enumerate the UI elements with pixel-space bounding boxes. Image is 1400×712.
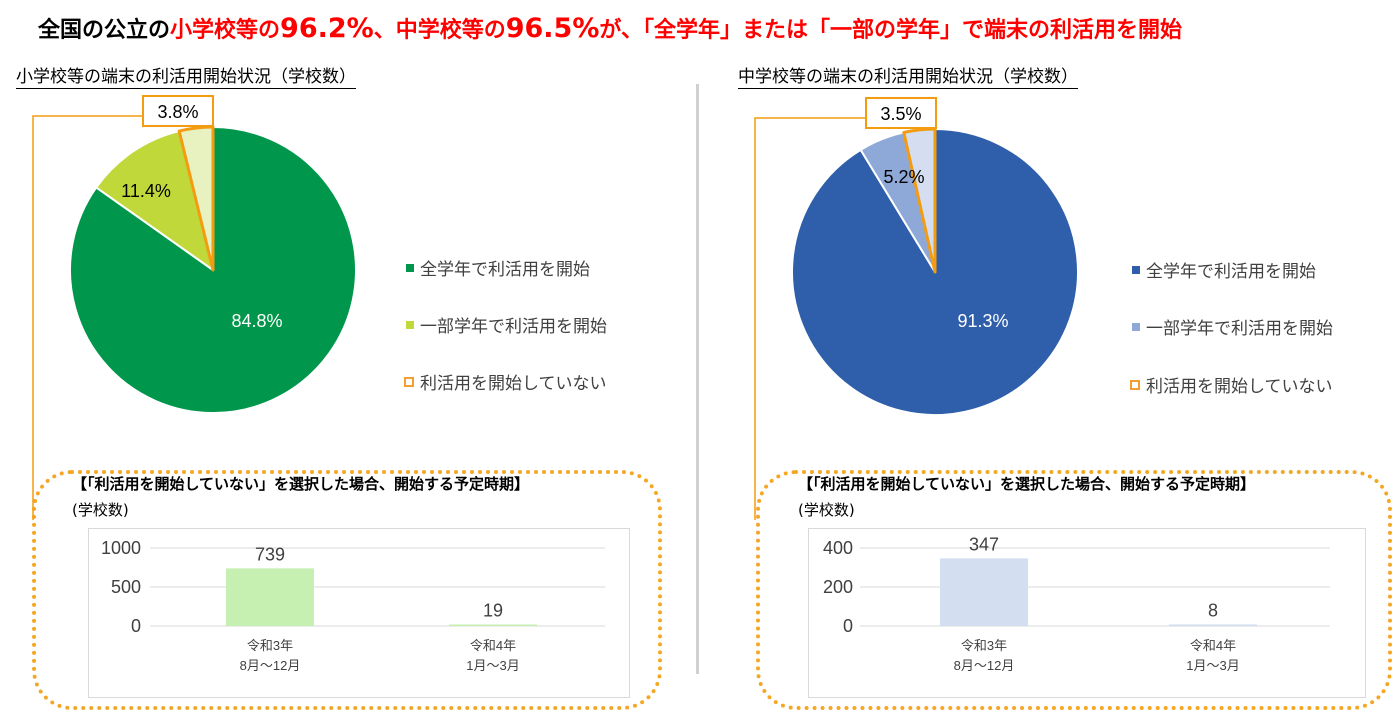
mid-pie-title: 中学校等の端末の利活用開始状況（学校数） [738,67,1078,89]
elem-legend-none-swatch [404,376,414,387]
headline-mid-rate: 96.5% [505,13,600,44]
mid-legend-none-swatch [1130,379,1140,390]
elem-bar-unit: (学校数) [72,501,129,519]
elem-legend-all-label: 全学年で利活用を開始 [420,260,590,280]
panel-divider [696,84,699,674]
headline-part4: 、中学校等の [373,18,506,43]
mid-bar-title: 【「利活用を開始していない」を選択した場合、開始する予定時期】 [798,475,1256,493]
elem-bar-category-label-0-0: 令和3年 [247,638,293,653]
elem-legend-some-swatch [406,320,414,329]
headline-part2: 小学校等の [170,18,281,43]
mid-legend-some: 一部学年で利活用を開始 [1132,314,1333,339]
elem-bar-ytick-label-1: 500 [111,577,141,597]
mid-legend-all-label: 全学年で利活用を開始 [1146,262,1316,282]
headline-elem-rate: 96.2% [280,13,374,44]
mid-legend-none-label: 利活用を開始していない [1146,377,1333,397]
elem-bar-dotted-frame [32,470,662,710]
mid-bar-ytick-label-1: 200 [823,577,853,597]
elem-bar-bar-1 [449,624,537,626]
mid-legend-none: 利活用を開始していない [1130,372,1333,397]
elem-callout-box [142,95,214,127]
mid-bar-bar-0 [940,558,1028,626]
mid-bar-category-label-0-1: 8月～12月 [954,658,1015,673]
elem-bar-ytick-label-0: 0 [131,616,141,636]
mid-bar-ytick-label-2: 400 [823,538,853,558]
headline-part1: 全国の公立の [38,18,171,43]
elem-bar-title: 【「利活用を開始していない」を選択した場合、開始する予定時期】 [72,475,530,493]
elem-bar-bar-value-1: 19 [483,601,503,621]
elem-callout-text: 3.8% [157,102,198,122]
elem-legend-none-label: 利活用を開始していない [420,374,607,394]
mid-bar-bar-value-0: 347 [969,534,999,554]
elem-pie-title: 小学校等の端末の利活用開始状況（学校数） [16,67,356,89]
elem-legend-none: 利活用を開始していない [404,369,607,394]
mid-bar-frame [808,528,1366,698]
elem-legend-all-swatch [406,263,414,272]
mid-legend-some-swatch [1132,322,1140,331]
elem-slice-0 [69,126,357,414]
elem-bar-category-label-1-0: 令和4年 [470,638,516,653]
mid-slice-0 [791,128,1079,416]
elem-slice-1 [95,130,214,271]
mid-bar-unit: (学校数) [798,501,855,519]
mid-slice-label-0: 91.3% [957,311,1008,331]
page-headline: 全国の公立の小学校等の96.2%、中学校等の96.5%が、「全学年」または「一部… [38,14,1388,46]
mid-bar-bar-value-1: 8 [1208,600,1218,620]
elem-bar-frame [88,528,630,698]
elem-bar-ytick-label-2: 1000 [101,538,141,558]
mid-bar-category-label-0-0: 令和3年 [961,638,1007,653]
elem-legend-all: 全学年で利活用を開始 [406,255,590,280]
mid-legend-all: 全学年で利活用を開始 [1132,257,1316,282]
mid-slice-label-1: 5.2% [883,167,924,187]
mid-bar-category-label-1-1: 1月～3月 [1186,658,1239,673]
headline-part6: が、「全学年」または「一部の学年」で端末の利活用を開始 [599,18,1182,43]
mid-legend-some-label: 一部学年で利活用を開始 [1146,319,1333,339]
mid-bar-category-label-1-0: 令和4年 [1190,638,1236,653]
elem-slice-label-0: 84.8% [231,311,282,331]
elem-bar-category-label-0-1: 8月～12月 [240,658,301,673]
elem-slice-label-1: 11.4% [121,181,171,201]
elem-legend-some-label: 一部学年で利活用を開始 [420,317,607,337]
elem-bar-category-label-1-1: 1月～3月 [466,658,519,673]
mid-legend-all-swatch [1132,265,1140,274]
elem-legend-some: 一部学年で利活用を開始 [406,312,607,337]
elem-bar-bar-value-0: 739 [255,544,285,564]
mid-bar-ytick-label-0: 0 [843,616,853,636]
elem-callout-line [32,115,143,520]
elem-bar-bar-0 [226,568,314,626]
mid-bar-dotted-frame [756,470,1392,710]
mid-callout-line [754,117,866,520]
mid-callout-box [865,97,937,129]
mid-bar-bar-1 [1169,624,1257,626]
mid-callout-text: 3.5% [880,104,921,124]
